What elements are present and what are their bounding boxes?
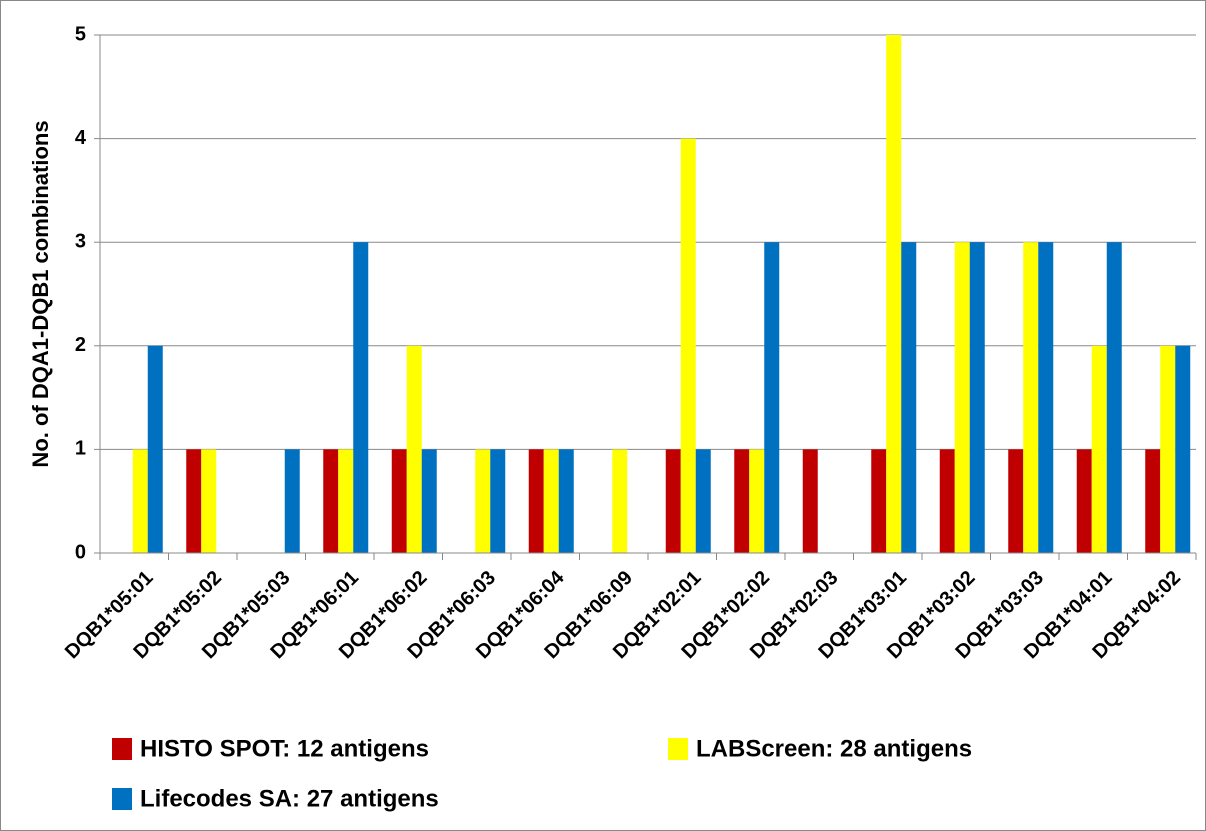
y-tick-label: 0 xyxy=(75,541,86,563)
legend-label: Lifecodes SA: 27 antigens xyxy=(140,785,439,812)
y-tick-label: 1 xyxy=(75,438,86,460)
bar xyxy=(665,449,681,553)
bar xyxy=(1160,345,1176,553)
bar xyxy=(338,449,354,553)
bar xyxy=(391,449,407,553)
bar xyxy=(528,449,544,553)
bar xyxy=(284,449,300,553)
bar xyxy=(475,449,491,553)
y-tick-label: 3 xyxy=(75,230,86,252)
legend-swatch xyxy=(112,738,132,760)
bar xyxy=(871,449,887,553)
bar xyxy=(901,242,917,553)
bar xyxy=(764,242,780,553)
bar xyxy=(1106,242,1122,553)
legend-swatch xyxy=(112,788,132,810)
bar xyxy=(1145,449,1161,553)
bar xyxy=(1023,242,1039,553)
bar xyxy=(186,449,202,553)
y-tick-label: 5 xyxy=(75,23,86,45)
y-tick-label: 2 xyxy=(75,334,86,356)
bar xyxy=(969,242,985,553)
legend-label: HISTO SPOT: 12 antigens xyxy=(140,735,429,762)
bar xyxy=(612,449,628,553)
bar xyxy=(421,449,437,553)
bar xyxy=(734,449,750,553)
bar xyxy=(939,449,955,553)
bar xyxy=(323,449,339,553)
bar xyxy=(147,345,163,553)
bar xyxy=(1175,345,1191,553)
bar xyxy=(406,345,422,553)
y-axis-title: No. of DQA1-DQB1 combinations xyxy=(28,120,53,467)
bar xyxy=(680,138,696,553)
y-tick-label: 4 xyxy=(75,127,87,149)
bar xyxy=(201,449,217,553)
bar xyxy=(543,449,559,553)
bar xyxy=(558,449,574,553)
legend-label: LABScreen: 28 antigens xyxy=(696,735,972,762)
legend-swatch xyxy=(668,738,688,760)
bar xyxy=(353,242,369,553)
bar xyxy=(1076,449,1092,553)
bar xyxy=(1038,242,1054,553)
bar xyxy=(886,35,902,553)
bar xyxy=(1008,449,1024,553)
bar xyxy=(490,449,506,553)
bar xyxy=(132,449,148,553)
bar xyxy=(749,449,765,553)
bar xyxy=(695,449,711,553)
bar xyxy=(954,242,970,553)
bar xyxy=(802,449,818,553)
bar xyxy=(1091,345,1107,553)
